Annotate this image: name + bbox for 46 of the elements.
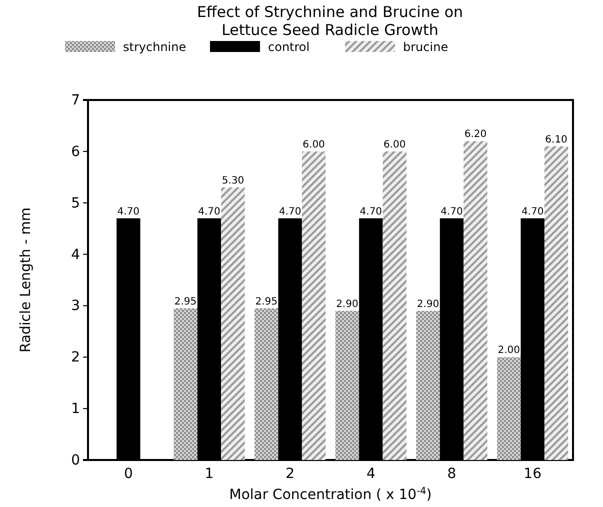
y-tick-label: 1 <box>71 401 80 418</box>
legend-label: strychnine <box>123 40 186 54</box>
data-label: 2.95 <box>174 296 197 308</box>
bar <box>335 310 360 460</box>
bar <box>221 187 245 460</box>
data-label: 4.70 <box>117 206 140 218</box>
data-label: 2.90 <box>336 298 358 310</box>
data-label: 6.20 <box>464 129 487 140</box>
bar <box>382 151 406 460</box>
legend-label: control <box>268 40 310 54</box>
bar <box>497 357 521 460</box>
x-tick-label: 8 <box>447 466 456 482</box>
y-tick-label: 3 <box>71 298 80 314</box>
x-tick-label: 16 <box>524 466 542 482</box>
bar <box>302 151 326 460</box>
data-label: 4.70 <box>521 206 544 218</box>
bar <box>464 141 488 460</box>
y-tick-label: 4 <box>71 246 80 263</box>
y-tick-label: 2 <box>71 350 80 366</box>
data-label: 6.10 <box>545 134 568 146</box>
x-tick-label: 4 <box>366 466 376 482</box>
y-axis-title: Radicle Length - mm <box>18 208 34 352</box>
y-tick-label: 5 <box>71 195 80 212</box>
data-label: 5.30 <box>222 175 244 186</box>
bar <box>416 310 440 460</box>
y-tick-label: 6 <box>71 144 80 160</box>
y-tick-label: 7 <box>71 92 80 108</box>
x-tick-label: 1 <box>204 466 214 482</box>
data-label: 6.00 <box>383 139 406 150</box>
data-label: 4.70 <box>360 206 382 218</box>
bar <box>174 308 198 460</box>
bar <box>254 308 278 460</box>
x-tick-label: 0 <box>124 466 133 482</box>
data-label: 4.70 <box>198 206 220 218</box>
data-label: 2.90 <box>416 298 440 310</box>
x-tick-label: 2 <box>286 466 295 482</box>
data-label: 4.70 <box>278 206 302 218</box>
data-label: 6.00 <box>302 139 325 150</box>
x-axis-title: Molar Concentration ( x 10$^{-4}$) <box>229 486 432 503</box>
data-label: 4.70 <box>440 206 463 218</box>
legend-label: brucine <box>403 40 448 54</box>
bar <box>544 146 568 460</box>
data-label: 2.95 <box>255 296 278 308</box>
data-label: 2.00 <box>498 345 520 356</box>
chart-title: Effect of Strychnine and Brucine on Lettuce Seed Radicle Growth <box>196 3 464 39</box>
y-tick-label: 0 <box>71 452 80 468</box>
